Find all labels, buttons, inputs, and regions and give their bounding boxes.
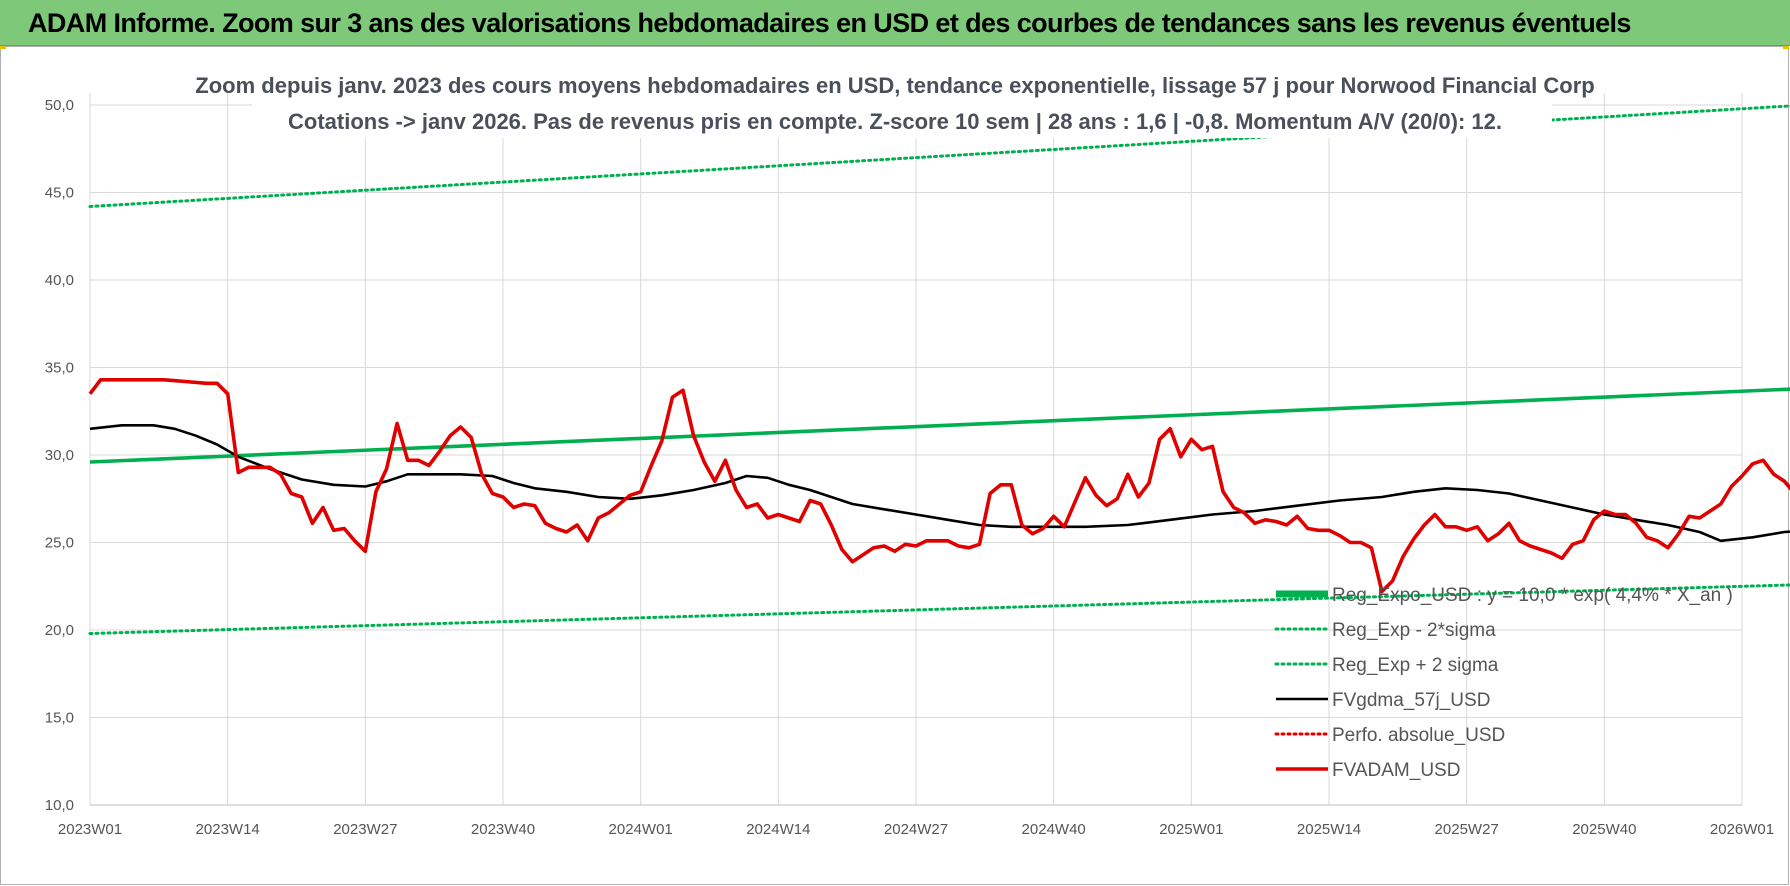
chart-frame: [0, 46, 1789, 885]
series-line-1: [88, 583, 1790, 635]
x-tick-label: 2024W01: [609, 821, 673, 838]
x-tick-label: 2024W40: [1022, 821, 1086, 838]
x-tick-label: 2026W01: [1710, 821, 1774, 838]
x-tick-label: 2025W27: [1435, 821, 1499, 838]
y-tick-label: 35,0: [45, 360, 74, 377]
chart-title-line-1: Zoom depuis janv. 2023 des cours moyens …: [195, 73, 1594, 98]
chart-title-background: [252, 64, 1552, 138]
grid-lines: [89, 93, 1743, 806]
y-axis-ticks: 10,0 15,0 20,0 25,0 30,0 35,0 40,0 45,0 50,0: [45, 97, 74, 814]
chart-title-line-2: Cotations -> janv 2026. Pas de revenus p…: [288, 109, 1502, 134]
series-line-0: [89, 387, 1790, 464]
legend-label-3: FVgdma_57j_USD: [1332, 690, 1490, 711]
x-tick-label: 2024W27: [884, 821, 948, 838]
x-tick-label: 2025W40: [1572, 821, 1636, 838]
y-tick-label: 15,0: [45, 710, 74, 727]
report-header: ADAM Informe. Zoom sur 3 ans des valoris…: [0, 0, 1790, 46]
x-tick-label: 2023W01: [58, 821, 122, 838]
x-tick-label: 2024W14: [746, 821, 810, 838]
x-tick-label: 2023W40: [471, 821, 535, 838]
y-tick-label: 50,0: [45, 97, 74, 114]
y-tick-label: 45,0: [45, 185, 74, 202]
x-tick-label: 2025W01: [1159, 821, 1223, 838]
series-line-5: [88, 378, 1790, 594]
x-tick-label: 2023W14: [196, 821, 260, 838]
corner-mark-left: [0, 46, 6, 49]
y-tick-label: 30,0: [45, 447, 74, 464]
y-tick-label: 25,0: [45, 535, 74, 552]
series-line-2: [88, 104, 1790, 208]
x-axis-ticks: 2023W01 2023W14 2023W27 2023W40 2024W01 2024W…: [58, 821, 1774, 838]
series-line-3: [89, 424, 1790, 543]
x-tick-label: 2025W14: [1297, 821, 1361, 838]
legend-label-5: FVADAM_USD: [1332, 760, 1460, 781]
y-tick-label: 20,0: [45, 622, 74, 639]
legend-label-2: Reg_Exp + 2 sigma: [1332, 655, 1499, 676]
legend-label-0: Reg_Expo_USD : y = 10,0 * exp( 4,4% * X_…: [1332, 585, 1733, 606]
legend-label-4: Perfo. absolue_USD: [1332, 725, 1505, 746]
legend: Reg_Expo_USD : y = 10,0 * exp( 4,4% * X_…: [1274, 585, 1733, 781]
legend-label-1: Reg_Exp - 2*sigma: [1332, 620, 1496, 641]
x-tick-label: 2023W27: [333, 821, 397, 838]
corner-mark-right: [1783, 46, 1789, 49]
y-tick-label: 40,0: [45, 272, 74, 289]
y-tick-label: 10,0: [45, 797, 74, 814]
series-lines: [88, 104, 1790, 635]
report-title: ADAM Informe. Zoom sur 3 ans des valoris…: [28, 8, 1631, 38]
